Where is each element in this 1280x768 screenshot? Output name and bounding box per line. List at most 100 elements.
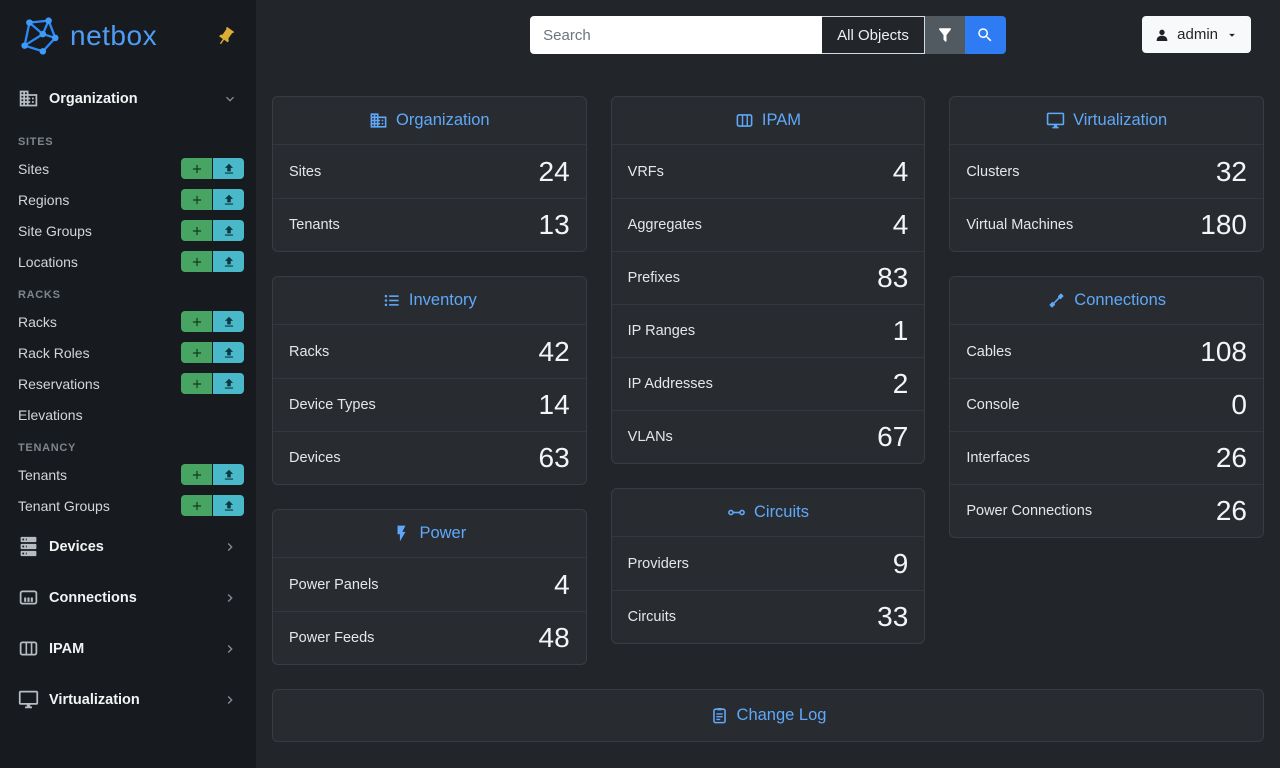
sidebar-item-locations[interactable]: Locations [12, 246, 244, 277]
brand-name[interactable]: netbox [70, 20, 158, 51]
stat-link[interactable]: Power Feeds [289, 630, 375, 646]
plus-icon [190, 377, 204, 391]
import-button[interactable] [213, 311, 244, 332]
card-header: Connections [950, 277, 1263, 325]
add-button[interactable] [181, 251, 212, 272]
topbar: All Objects admin [272, 16, 1264, 54]
upload-icon [222, 224, 236, 238]
search-submit-button[interactable] [964, 16, 1006, 54]
upload-icon [222, 315, 236, 329]
upload-icon [222, 499, 236, 513]
sidebar-section-organization[interactable]: Organization [12, 73, 244, 124]
item-actions [181, 342, 244, 363]
import-button[interactable] [213, 189, 244, 210]
stat-link[interactable]: Power Connections [966, 503, 1093, 519]
add-button[interactable] [181, 189, 212, 210]
sidebar-item-rack-roles[interactable]: Rack Roles [12, 337, 244, 368]
stat-link[interactable]: Prefixes [627, 270, 681, 286]
item-label: Sites [18, 160, 50, 177]
search-group: All Objects [530, 16, 1006, 54]
netbox-logo-icon[interactable] [16, 13, 62, 59]
import-button[interactable] [213, 373, 244, 394]
stat-link[interactable]: Circuits [627, 609, 676, 625]
upload-icon [222, 255, 236, 269]
stat-link[interactable]: Cables [966, 343, 1012, 360]
stat-link[interactable]: VLANs [627, 429, 673, 445]
pin-sidebar-icon[interactable] [215, 26, 236, 47]
sidebar-item-regions[interactable]: Regions [12, 184, 244, 215]
add-button[interactable] [181, 158, 212, 179]
sidebar-item-tenant-groups[interactable]: Tenant Groups [12, 490, 244, 521]
sidebar-item-sites[interactable]: Sites [12, 153, 244, 184]
stat-link[interactable]: Sites [289, 163, 322, 180]
counter-icon [18, 638, 39, 659]
circuit-icon [727, 503, 746, 522]
upload-icon [222, 193, 236, 207]
add-button[interactable] [181, 342, 212, 363]
plus-icon [190, 224, 204, 238]
sidebar-section-ipam[interactable]: IPAM [12, 623, 244, 674]
upload-icon [222, 162, 236, 176]
card-title: Change Log [736, 706, 827, 724]
sidebar-item-racks[interactable]: Racks [12, 306, 244, 337]
import-button[interactable] [213, 220, 244, 241]
stat-row: IP Addresses 2 [611, 357, 925, 410]
sidebar-item-elevations[interactable]: Elevations [12, 399, 244, 430]
filter-button[interactable] [924, 16, 965, 54]
stat-link[interactable]: IP Addresses [627, 376, 713, 392]
add-button[interactable] [181, 464, 212, 485]
stat-link[interactable]: Aggregates [627, 217, 702, 233]
card-changelog: Change Log [272, 689, 1264, 742]
stat-link[interactable]: IP Ranges [627, 323, 696, 339]
item-actions [181, 464, 244, 485]
brand: netbox [0, 0, 256, 67]
stat-link[interactable]: Providers [627, 555, 689, 572]
stat-link[interactable]: VRFs [627, 163, 664, 180]
import-button[interactable] [213, 495, 244, 516]
add-button[interactable] [181, 220, 212, 241]
add-button[interactable] [181, 373, 212, 394]
import-button[interactable] [213, 251, 244, 272]
sidebar-section-devices[interactable]: Devices [12, 521, 244, 572]
stat-link[interactable]: Power Panels [289, 576, 379, 593]
dashboard-column-1: Organization Sites 24 Tenants 13 Invento… [272, 96, 587, 665]
sidebar-item-reservations[interactable]: Reservations [12, 368, 244, 399]
item-label: Racks [18, 313, 57, 330]
card-inventory: Inventory Racks 42 Device Types 14 Devic… [272, 276, 587, 485]
card-header: IPAM [611, 97, 925, 145]
stat-link[interactable]: Virtual Machines [966, 217, 1074, 233]
sidebar-item-tenants[interactable]: Tenants [12, 459, 244, 490]
card-title: Virtualization [1073, 111, 1168, 129]
sidebar-section-virtualization[interactable]: Virtualization [12, 674, 244, 725]
stat-value: 4 [892, 209, 909, 240]
card-title: Power [419, 524, 467, 542]
section-label: Organization [49, 90, 138, 107]
import-button[interactable] [213, 464, 244, 485]
stat-link[interactable]: Clusters [966, 163, 1020, 180]
stat-link[interactable]: Device Types [289, 397, 376, 413]
section-label: Connections [49, 589, 137, 606]
stat-link[interactable]: Console [966, 397, 1020, 413]
search-input[interactable] [530, 16, 823, 54]
plus-icon [190, 346, 204, 360]
add-button[interactable] [181, 311, 212, 332]
stat-link[interactable]: Tenants [289, 217, 340, 233]
stat-link[interactable]: Racks [289, 343, 330, 360]
stat-value: 33 [877, 601, 909, 632]
user-menu-button[interactable]: admin [1142, 16, 1251, 53]
item-actions [181, 189, 244, 210]
search-scope-button[interactable]: All Objects [822, 16, 925, 54]
stat-link[interactable]: Interfaces [966, 450, 1030, 466]
add-button[interactable] [181, 495, 212, 516]
stat-link[interactable]: Devices [289, 450, 341, 466]
stat-value: 63 [538, 442, 570, 473]
stat-value: 26 [1215, 495, 1247, 526]
stat-value: 2 [892, 368, 909, 399]
stat-value: 24 [538, 155, 570, 187]
stat-value: 180 [1200, 209, 1247, 240]
import-button[interactable] [213, 342, 244, 363]
import-button[interactable] [213, 158, 244, 179]
sidebar-item-site-groups[interactable]: Site Groups [12, 215, 244, 246]
sidebar-section-connections[interactable]: Connections [12, 572, 244, 623]
item-label: Locations [18, 253, 78, 270]
